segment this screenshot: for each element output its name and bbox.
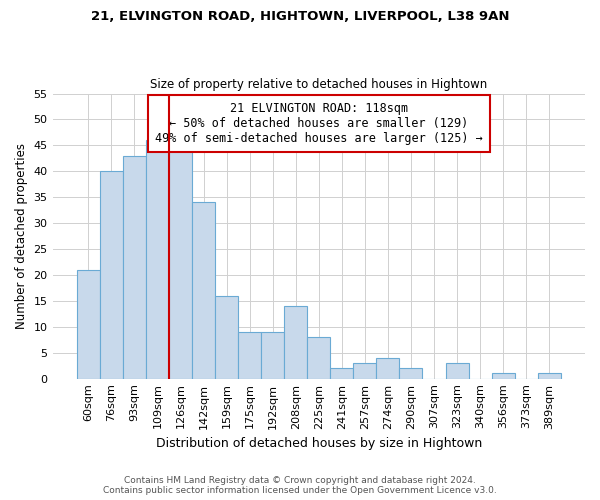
Bar	[123, 156, 146, 378]
Bar	[538, 374, 561, 378]
Y-axis label: Number of detached properties: Number of detached properties	[15, 143, 28, 329]
Bar	[376, 358, 400, 378]
Bar	[238, 332, 261, 378]
Text: 21, ELVINGTON ROAD, HIGHTOWN, LIVERPOOL, L38 9AN: 21, ELVINGTON ROAD, HIGHTOWN, LIVERPOOL,…	[91, 10, 509, 23]
Bar	[77, 270, 100, 378]
Bar	[215, 296, 238, 378]
Bar	[400, 368, 422, 378]
Bar	[169, 140, 192, 378]
Bar	[146, 140, 169, 378]
X-axis label: Distribution of detached houses by size in Hightown: Distribution of detached houses by size …	[155, 437, 482, 450]
Bar	[307, 337, 330, 378]
Title: Size of property relative to detached houses in Hightown: Size of property relative to detached ho…	[150, 78, 487, 91]
Bar	[192, 202, 215, 378]
Bar	[100, 172, 123, 378]
Bar	[446, 363, 469, 378]
Bar	[284, 306, 307, 378]
Text: Contains HM Land Registry data © Crown copyright and database right 2024.
Contai: Contains HM Land Registry data © Crown c…	[103, 476, 497, 495]
Bar	[353, 363, 376, 378]
Bar	[261, 332, 284, 378]
Bar	[491, 374, 515, 378]
Text: 21 ELVINGTON ROAD: 118sqm
← 50% of detached houses are smaller (129)
49% of semi: 21 ELVINGTON ROAD: 118sqm ← 50% of detac…	[155, 102, 482, 145]
Bar	[330, 368, 353, 378]
